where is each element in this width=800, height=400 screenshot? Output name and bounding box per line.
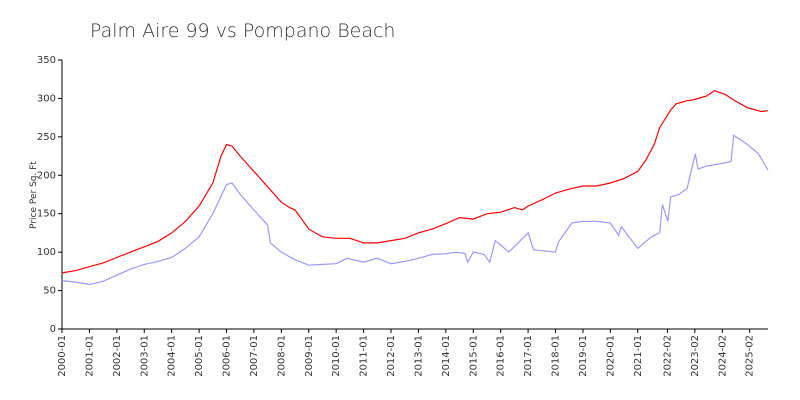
y-tick-label: 100 xyxy=(37,247,56,258)
x-tick-label: 2024-02 xyxy=(717,335,728,377)
x-tick-label: 2010-01 xyxy=(331,335,342,377)
x-tick-label: 2001-01 xyxy=(84,335,95,377)
y-tick-label: 50 xyxy=(43,286,56,297)
y-tick-label: 300 xyxy=(37,93,56,104)
x-tick-label: 2018-01 xyxy=(551,335,562,377)
x-tick-label: 2016-01 xyxy=(496,335,507,377)
y-tick-label: 200 xyxy=(37,170,56,181)
x-tick-label: 2012-01 xyxy=(386,335,397,377)
x-tick-label: 2021-01 xyxy=(633,335,644,377)
x-tick-label: 2009-01 xyxy=(304,335,315,377)
x-tick-label: 2007-01 xyxy=(249,335,260,377)
x-tick-label: 2019-01 xyxy=(578,335,589,377)
x-tick-label: 2022-02 xyxy=(662,335,673,377)
x-tick-label: 2003-01 xyxy=(139,335,150,377)
x-tick-label: 2000-01 xyxy=(57,335,68,377)
x-tick-label: 2005-01 xyxy=(194,335,205,377)
x-tick-label: 2002-01 xyxy=(112,335,123,377)
x-tick-label: 2011-01 xyxy=(359,335,370,377)
chart-title: Palm Aire 99 vs Pompano Beach xyxy=(90,20,395,42)
x-tick-label: 2020-01 xyxy=(605,335,616,377)
x-tick-label: 2008-01 xyxy=(276,335,287,377)
y-axis-label: Price Per Sq. Ft xyxy=(29,161,39,229)
x-tick-label: 2015-01 xyxy=(468,335,479,377)
x-tick-label: 2023-02 xyxy=(690,335,701,377)
x-tick-label: 2004-01 xyxy=(167,335,178,377)
x-tick-label: 2025-02 xyxy=(745,335,756,377)
x-tick-label: 2017-01 xyxy=(523,335,534,377)
y-tick-label: 0 xyxy=(50,324,56,335)
y-tick-label: 150 xyxy=(37,209,56,220)
series-line xyxy=(61,90,769,274)
x-tick-label: 2006-01 xyxy=(222,335,233,377)
y-tick-label: 250 xyxy=(37,132,56,143)
y-tick-label: 350 xyxy=(37,55,56,66)
series-line xyxy=(61,134,769,286)
x-tick-label: 2013-01 xyxy=(413,335,424,377)
x-tick-label: 2014-01 xyxy=(441,335,452,377)
